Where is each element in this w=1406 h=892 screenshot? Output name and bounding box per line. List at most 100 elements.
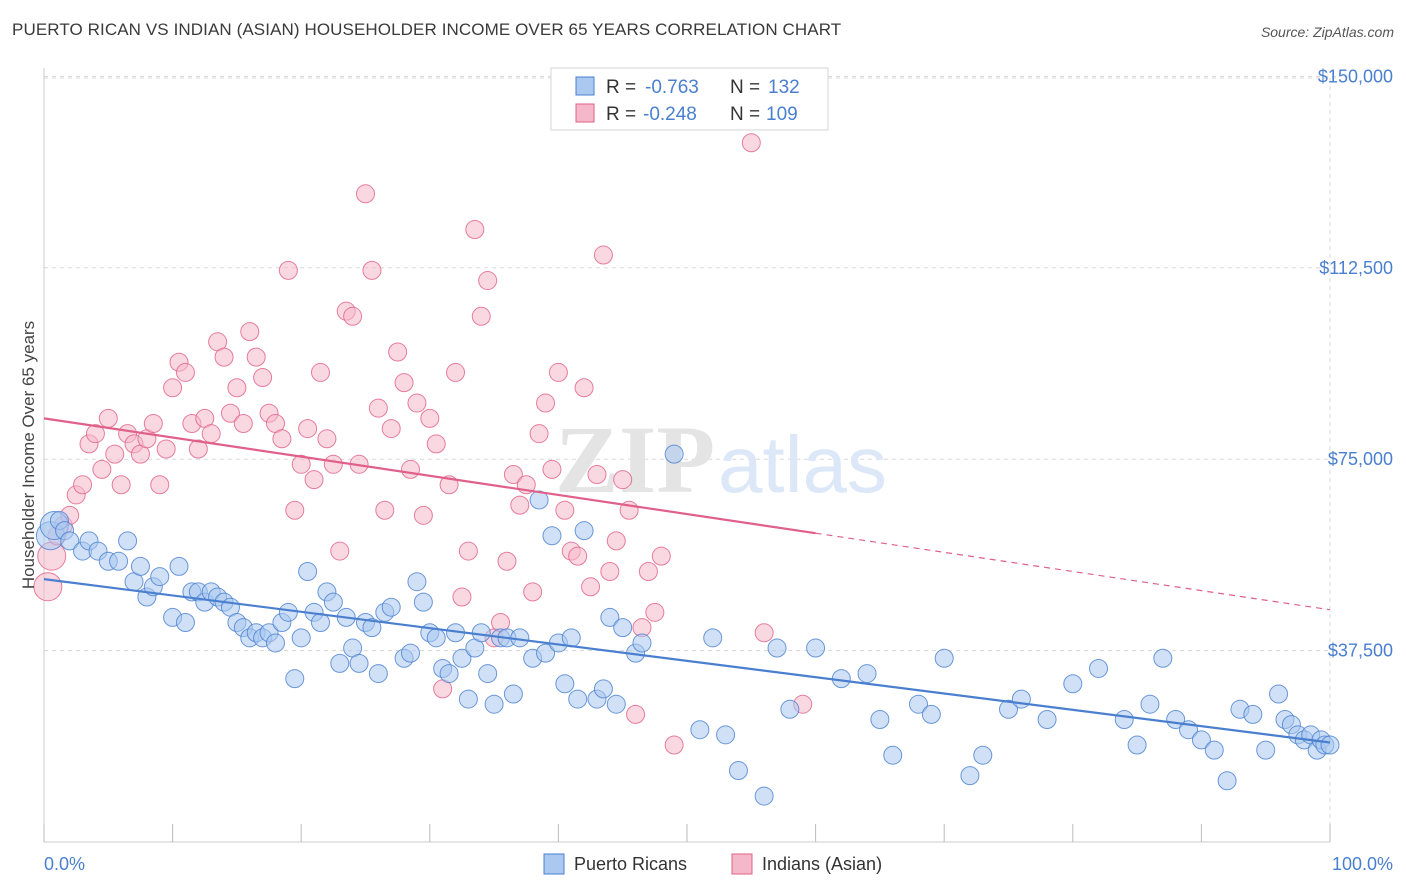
indians-point-83 bbox=[568, 546, 588, 566]
legend-r-label-1: R = bbox=[606, 77, 636, 98]
bottom-legend-swatch-blue bbox=[543, 853, 565, 875]
indians-point-48 bbox=[343, 306, 363, 326]
indians-point-79 bbox=[542, 459, 562, 479]
tick-labels: $150,000 $112,500 $75,000 $37,500 0.0% 100.0% bbox=[44, 66, 1393, 874]
puerto-ricans-point-50 bbox=[381, 597, 401, 617]
puerto-ricans-point-88 bbox=[703, 628, 723, 648]
puerto-ricans-point-80 bbox=[593, 679, 613, 699]
puerto-ricans-point-42 bbox=[330, 653, 350, 673]
puerto-ricans-point-9 bbox=[109, 551, 129, 571]
puerto-ricans-point-10 bbox=[118, 531, 138, 551]
indians-point-60 bbox=[420, 408, 440, 428]
trend-lines bbox=[43, 417, 1331, 744]
indians-point-37 bbox=[272, 429, 292, 449]
puerto-ricans-point-106 bbox=[1037, 710, 1057, 730]
indians-point-32 bbox=[240, 322, 260, 342]
indians-point-81 bbox=[555, 500, 575, 520]
legend-r-value-2: -0.248 bbox=[643, 104, 697, 125]
puerto-ricans-point-53 bbox=[407, 572, 427, 592]
watermark-atlas: atlas bbox=[718, 420, 887, 509]
puerto-ricans-point-41 bbox=[323, 592, 343, 612]
puerto-ricans-point-60 bbox=[452, 648, 472, 668]
indians-point-38 bbox=[278, 260, 298, 280]
puerto-ricans-point-81 bbox=[600, 607, 620, 627]
indians-point-34 bbox=[253, 368, 273, 388]
indians-point-12 bbox=[111, 475, 131, 495]
puerto-ricans-point-112 bbox=[1153, 648, 1173, 668]
puerto-ricans-point-100 bbox=[921, 704, 941, 724]
indians-point-46 bbox=[330, 541, 350, 561]
puerto-ricans-point-109 bbox=[1114, 710, 1134, 730]
puerto-ricans-point-102 bbox=[960, 766, 980, 786]
indians-point-39 bbox=[285, 500, 305, 520]
indians-point-56 bbox=[394, 373, 414, 393]
bottom-legend-indians: Indians (Asian) bbox=[762, 854, 882, 874]
puerto-ricans-point-78 bbox=[574, 521, 594, 541]
puerto-ricans-point-54 bbox=[413, 592, 433, 612]
indians-point-44 bbox=[317, 429, 337, 449]
puerto-ricans-point-34 bbox=[278, 602, 298, 622]
indians-point-96 bbox=[651, 546, 671, 566]
indians-point-20 bbox=[163, 378, 183, 398]
puerto-ricans-point-52 bbox=[401, 643, 421, 663]
indians-point-67 bbox=[465, 220, 485, 240]
puerto-ricans-point-130 bbox=[1320, 735, 1340, 755]
indians-point-65 bbox=[452, 587, 472, 607]
indians-point-58 bbox=[407, 393, 427, 413]
puerto-ricans-point-58 bbox=[439, 664, 459, 684]
puerto-ricans-point-108 bbox=[1089, 658, 1109, 678]
bottom-legend-puerto-ricans: Puerto Ricans bbox=[574, 854, 687, 874]
indians-point-33 bbox=[246, 347, 266, 367]
indians-point-76 bbox=[523, 582, 543, 602]
indians-point-68 bbox=[471, 306, 491, 326]
puerto-ricans-point-75 bbox=[555, 674, 575, 694]
legend-swatch-blue bbox=[575, 76, 595, 96]
puerto-ricans-point-72 bbox=[536, 643, 556, 663]
puerto-ricans-point-111 bbox=[1140, 694, 1160, 714]
chart-title: PUERTO RICAN VS INDIAN (ASIAN) HOUSEHOLD… bbox=[12, 20, 842, 39]
indians-point-98 bbox=[741, 133, 761, 153]
indians-point-41 bbox=[298, 419, 318, 439]
puerto-ricans-point-90 bbox=[728, 761, 748, 781]
trend-line-extension-1 bbox=[815, 532, 1331, 611]
puerto-ricans-point-98 bbox=[883, 745, 903, 765]
indians-point-95 bbox=[645, 602, 665, 622]
indians-point-6 bbox=[73, 475, 93, 495]
indians-point-66 bbox=[458, 541, 478, 561]
y-tick-label-3: $37,500 bbox=[1328, 641, 1393, 661]
legend-n-label-2: N = bbox=[730, 104, 760, 125]
puerto-ricans-point-56 bbox=[426, 628, 446, 648]
puerto-ricans-point-115 bbox=[1191, 730, 1211, 750]
x-tick-label-0: 0.0% bbox=[44, 854, 85, 874]
puerto-ricans-point-89 bbox=[716, 725, 736, 745]
legend-swatch-pink bbox=[575, 103, 595, 123]
indians-point-84 bbox=[574, 378, 594, 398]
puerto-ricans-point-12 bbox=[130, 556, 150, 576]
puerto-ricans-point-63 bbox=[471, 623, 491, 643]
indians-point-94 bbox=[638, 561, 658, 581]
puerto-ricans-point-68 bbox=[503, 684, 523, 704]
indians-point-64 bbox=[446, 362, 466, 382]
puerto-ricans-point-86 bbox=[664, 444, 684, 464]
watermark-zip: ZIP bbox=[555, 406, 715, 513]
indians-point-80 bbox=[548, 362, 568, 382]
legend-r-label-2: R = bbox=[606, 104, 636, 125]
puerto-ricans-point-110 bbox=[1127, 735, 1147, 755]
puerto-ricans-point-47 bbox=[362, 618, 382, 638]
puerto-ricans-point-101 bbox=[934, 648, 954, 668]
indians-point-53 bbox=[375, 500, 395, 520]
indians-point-45 bbox=[323, 454, 343, 474]
indians-point-55 bbox=[388, 342, 408, 362]
puerto-ricans-point-83 bbox=[613, 618, 633, 638]
indians-point-22 bbox=[175, 362, 195, 382]
puerto-ricans-point-107 bbox=[1063, 674, 1083, 694]
indians-point-11 bbox=[105, 444, 125, 464]
trend-line-0 bbox=[43, 578, 1331, 744]
puerto-ricans-point-15 bbox=[150, 567, 170, 587]
puerto-ricans-point-121 bbox=[1269, 684, 1289, 704]
puerto-ricans-point-17 bbox=[169, 556, 189, 576]
indians-point-99 bbox=[754, 623, 774, 643]
indians-point-42 bbox=[304, 470, 324, 490]
indians-point-10 bbox=[98, 408, 118, 428]
